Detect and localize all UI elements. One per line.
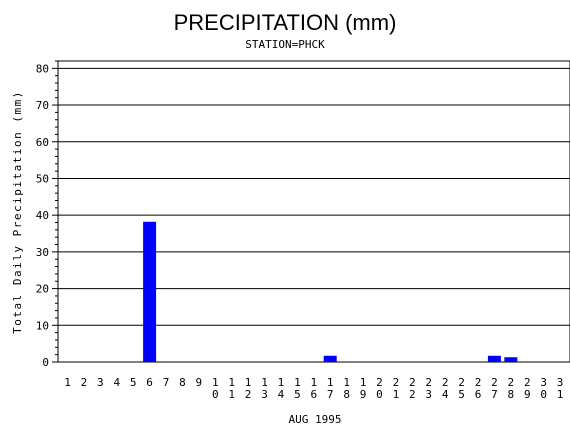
x-tick-label: 2 [458, 376, 465, 389]
y-tick-label: 30 [36, 246, 49, 259]
chart-subtitle: STATION=PHCK [245, 38, 325, 51]
x-tick-label: 7 [327, 388, 334, 401]
x-tick-label: 6 [146, 376, 153, 389]
x-tick-label: 3 [261, 388, 268, 401]
x-tick-label: 2 [491, 376, 498, 389]
bar [143, 221, 157, 362]
x-tick-label: 1 [343, 376, 350, 389]
x-tick-label: 2 [393, 376, 400, 389]
x-tick-label: 1 [228, 388, 235, 401]
x-tick-label: 1 [393, 388, 400, 401]
bars [143, 221, 518, 362]
y-tick-label: 50 [36, 172, 49, 185]
x-tick-label: 3 [97, 376, 104, 389]
x-tick-label: 1 [261, 376, 268, 389]
x-tick-label: 2 [524, 376, 531, 389]
x-tick-label: 8 [343, 388, 350, 401]
x-tick-label: 3 [557, 376, 564, 389]
x-tick-label: 2 [442, 376, 449, 389]
x-tick-label: 1 [245, 376, 252, 389]
x-tick-label: 8 [179, 376, 186, 389]
x-tick-label: 0 [540, 388, 547, 401]
x-tick-label: 6 [310, 388, 317, 401]
y-tick-label: 40 [36, 209, 49, 222]
x-tick-label: 2 [508, 376, 515, 389]
bar [504, 357, 518, 362]
x-tick-label: 1 [228, 376, 235, 389]
x-tick-label: 0 [376, 388, 383, 401]
x-axis-label: AUG 1995 [289, 413, 342, 426]
x-tick-label: 7 [163, 376, 170, 389]
x-tick-label: 1 [557, 388, 564, 401]
x-tick-label: 2 [475, 376, 482, 389]
x-axis-ticks: 1 2 3 4 5 6 7 8 9 1011121314151617181920212223242… [64, 376, 563, 401]
x-tick-label: 4 [442, 388, 449, 401]
chart-title: PRECIPITATION (mm) [174, 10, 397, 35]
x-tick-label: 9 [524, 388, 531, 401]
x-tick-label: 1 [327, 376, 334, 389]
x-tick-label: 2 [81, 376, 88, 389]
x-tick-label: 8 [508, 388, 515, 401]
x-tick-label: 2 [409, 376, 416, 389]
y-tick-label: 0 [42, 356, 49, 369]
y-axis-label: Total Daily Precipitation (mm) [11, 90, 24, 334]
y-tick-label: 70 [36, 99, 49, 112]
x-tick-label: 3 [425, 388, 432, 401]
plot-area-border [57, 60, 570, 363]
y-axis-ticks: 0 10 20 30 40 50 60 70 80 [36, 60, 58, 369]
x-tick-label: 2 [245, 388, 252, 401]
y-tick-label: 60 [36, 136, 49, 149]
x-tick-label: 9 [360, 388, 367, 401]
x-tick-label: 4 [113, 376, 120, 389]
y-tick-label: 20 [36, 283, 49, 296]
x-tick-label: 7 [491, 388, 498, 401]
x-tick-label: 3 [540, 376, 547, 389]
x-tick-label: 2 [409, 388, 416, 401]
bar [323, 355, 337, 362]
x-tick-label: 5 [458, 388, 465, 401]
x-tick-label: 5 [294, 388, 301, 401]
x-tick-label: 6 [475, 388, 482, 401]
x-tick-label: 1 [310, 376, 317, 389]
x-tick-label: 2 [425, 376, 432, 389]
x-tick-label: 1 [64, 376, 71, 389]
x-tick-label: 1 [294, 376, 301, 389]
x-tick-label: 0 [212, 388, 219, 401]
y-tick-label: 10 [36, 319, 49, 332]
x-tick-label: 9 [196, 376, 203, 389]
x-tick-label: 4 [278, 388, 285, 401]
x-tick-label: 1 [360, 376, 367, 389]
x-tick-label: 2 [376, 376, 383, 389]
x-tick-label: 5 [130, 376, 137, 389]
bar [487, 355, 501, 362]
x-tick-label: 1 [212, 376, 219, 389]
y-tick-label: 80 [36, 62, 49, 75]
gridlines [58, 67, 570, 326]
x-tick-label: 1 [278, 376, 285, 389]
